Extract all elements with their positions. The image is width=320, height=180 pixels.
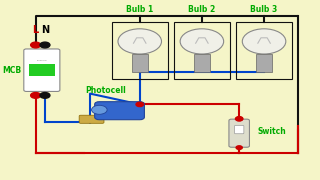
FancyBboxPatch shape bbox=[194, 54, 210, 72]
Circle shape bbox=[236, 117, 243, 121]
FancyBboxPatch shape bbox=[24, 49, 60, 91]
FancyBboxPatch shape bbox=[229, 119, 250, 147]
Circle shape bbox=[40, 93, 50, 98]
Circle shape bbox=[31, 42, 41, 48]
Text: MCB: MCB bbox=[3, 66, 22, 75]
Text: Bulb 3: Bulb 3 bbox=[251, 5, 278, 14]
Text: Photocell: Photocell bbox=[85, 86, 126, 95]
Circle shape bbox=[40, 42, 50, 48]
Circle shape bbox=[92, 105, 107, 114]
Text: Bulb 2: Bulb 2 bbox=[188, 5, 216, 14]
Circle shape bbox=[118, 29, 162, 54]
FancyBboxPatch shape bbox=[79, 115, 104, 123]
Circle shape bbox=[136, 102, 143, 107]
FancyBboxPatch shape bbox=[256, 54, 272, 72]
Circle shape bbox=[236, 117, 242, 121]
Text: N: N bbox=[41, 25, 49, 35]
Text: Schneider: Schneider bbox=[36, 60, 47, 61]
FancyBboxPatch shape bbox=[132, 54, 148, 72]
FancyBboxPatch shape bbox=[95, 102, 144, 120]
Circle shape bbox=[236, 146, 242, 149]
Text: L: L bbox=[33, 25, 39, 35]
FancyBboxPatch shape bbox=[235, 125, 244, 134]
Text: Switch: Switch bbox=[258, 127, 287, 136]
FancyBboxPatch shape bbox=[29, 64, 55, 76]
Text: Bulb 1: Bulb 1 bbox=[126, 5, 153, 14]
Circle shape bbox=[180, 29, 224, 54]
Circle shape bbox=[31, 93, 41, 98]
Circle shape bbox=[242, 29, 286, 54]
